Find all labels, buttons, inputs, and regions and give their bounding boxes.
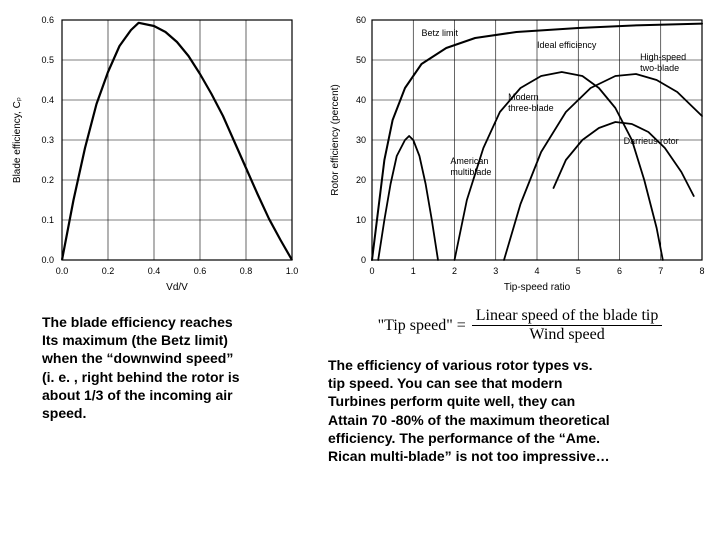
formula-denominator: Wind speed bbox=[525, 326, 608, 344]
svg-text:8: 8 bbox=[699, 266, 704, 276]
right-chart: 0 1 2 3 4 5 6 7 8 0 10 20 30 40 50 60 Tip-speed ratio Rot… bbox=[320, 0, 720, 300]
svg-text:Blade efficiency, Cₚ: Blade efficiency, Cₚ bbox=[12, 97, 23, 183]
svg-text:0.2: 0.2 bbox=[102, 266, 115, 276]
svg-text:Betz limit: Betz limit bbox=[422, 28, 459, 38]
captions-row: The blade efficiency reachesIts maximum … bbox=[0, 305, 720, 465]
svg-text:50: 50 bbox=[356, 55, 366, 65]
svg-text:0.3: 0.3 bbox=[41, 135, 54, 145]
svg-text:0.6: 0.6 bbox=[41, 15, 54, 25]
right-chart-cell: 0 1 2 3 4 5 6 7 8 0 10 20 30 40 50 60 Tip-speed ratio Rot… bbox=[320, 0, 720, 305]
svg-text:Rotor efficiency (percent): Rotor efficiency (percent) bbox=[330, 84, 341, 196]
left-caption-cell: The blade efficiency reachesIts maximum … bbox=[0, 305, 320, 422]
svg-text:0.4: 0.4 bbox=[41, 95, 54, 105]
svg-text:3: 3 bbox=[493, 266, 498, 276]
svg-text:0.0: 0.0 bbox=[56, 266, 69, 276]
svg-text:40: 40 bbox=[356, 95, 366, 105]
svg-text:6: 6 bbox=[617, 266, 622, 276]
svg-text:multiblade: multiblade bbox=[450, 167, 491, 177]
formula-numerator: Linear speed of the blade tip bbox=[472, 307, 663, 326]
svg-text:4: 4 bbox=[534, 266, 539, 276]
svg-text:20: 20 bbox=[356, 175, 366, 185]
svg-text:0.2: 0.2 bbox=[41, 175, 54, 185]
svg-text:2: 2 bbox=[452, 266, 457, 276]
svg-text:1.0: 1.0 bbox=[286, 266, 299, 276]
svg-text:three-blade: three-blade bbox=[508, 103, 554, 113]
svg-text:7: 7 bbox=[658, 266, 663, 276]
svg-text:30: 30 bbox=[356, 135, 366, 145]
svg-text:1: 1 bbox=[411, 266, 416, 276]
svg-text:two-blade: two-blade bbox=[640, 63, 679, 73]
svg-text:American: American bbox=[450, 156, 488, 166]
right-caption: The efficiency of various rotor types vs… bbox=[320, 350, 720, 465]
svg-text:5: 5 bbox=[576, 266, 581, 276]
svg-text:0.1: 0.1 bbox=[41, 215, 54, 225]
right-caption-cell: "Tip speed" = Linear speed of the blade … bbox=[320, 305, 720, 465]
svg-text:Modern: Modern bbox=[508, 92, 539, 102]
svg-text:Vd/V: Vd/V bbox=[166, 282, 188, 293]
svg-text:0.4: 0.4 bbox=[148, 266, 161, 276]
svg-text:0.5: 0.5 bbox=[41, 55, 54, 65]
left-caption: The blade efficiency reachesIts maximum … bbox=[0, 305, 320, 422]
svg-text:Tip-speed ratio: Tip-speed ratio bbox=[504, 282, 571, 293]
formula-fraction: Linear speed of the blade tip Wind speed bbox=[472, 307, 663, 344]
svg-text:0.6: 0.6 bbox=[194, 266, 207, 276]
svg-text:0: 0 bbox=[369, 266, 374, 276]
svg-text:0: 0 bbox=[361, 255, 366, 265]
svg-text:Darrieus rotor: Darrieus rotor bbox=[624, 136, 679, 146]
svg-text:High-speed: High-speed bbox=[640, 52, 686, 62]
left-chart: 0.0 0.2 0.4 0.6 0.8 1.0 0.0 0.1 0.2 0.3 0.4 0.5 0.6 V… bbox=[0, 0, 320, 300]
formula-lhs: "Tip speed" = bbox=[378, 317, 466, 335]
svg-text:10: 10 bbox=[356, 215, 366, 225]
formula: "Tip speed" = Linear speed of the blade … bbox=[320, 305, 720, 350]
left-chart-cell: 0.0 0.2 0.4 0.6 0.8 1.0 0.0 0.1 0.2 0.3 0.4 0.5 0.6 V… bbox=[0, 0, 320, 305]
svg-text:60: 60 bbox=[356, 15, 366, 25]
svg-text:Ideal efficiency: Ideal efficiency bbox=[537, 40, 597, 50]
charts-row: 0.0 0.2 0.4 0.6 0.8 1.0 0.0 0.1 0.2 0.3 0.4 0.5 0.6 V… bbox=[0, 0, 720, 305]
svg-text:0.0: 0.0 bbox=[41, 255, 54, 265]
page: 0.0 0.2 0.4 0.6 0.8 1.0 0.0 0.1 0.2 0.3 0.4 0.5 0.6 V… bbox=[0, 0, 720, 540]
svg-text:0.8: 0.8 bbox=[240, 266, 253, 276]
